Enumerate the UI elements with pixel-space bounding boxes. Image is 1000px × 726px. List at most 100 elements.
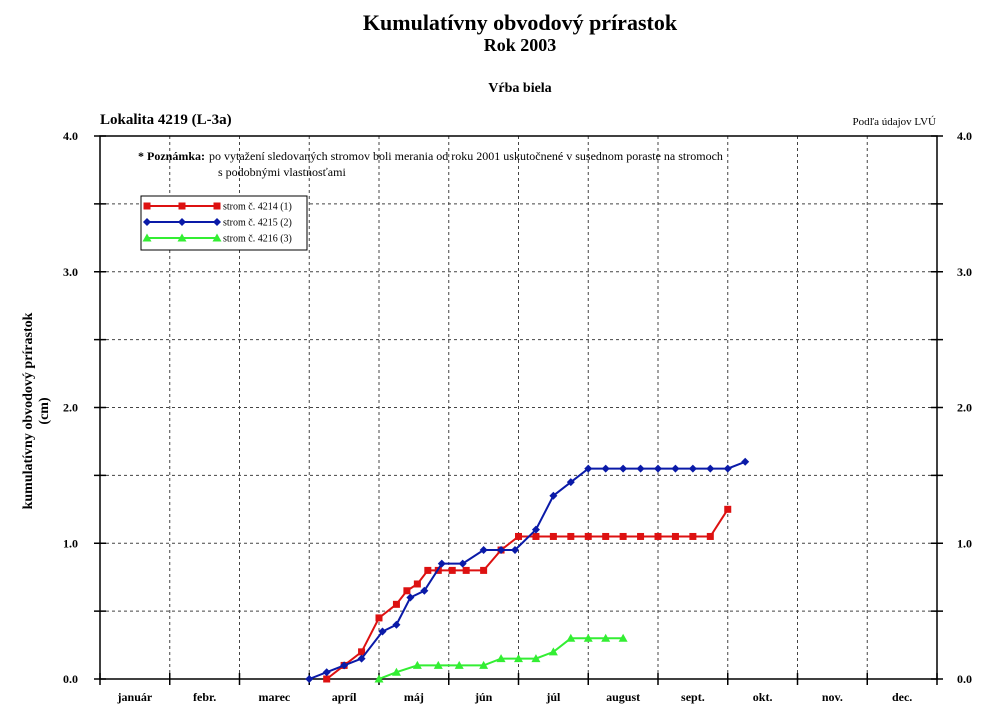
data-point (454, 660, 464, 669)
y-tick-labels-right: 0.0 1.0 2.0 3.0 4.0 (957, 129, 972, 686)
x-tick-label: jún (474, 690, 493, 704)
legend-swatch-marker (143, 218, 151, 226)
data-point (391, 667, 401, 676)
legend-swatch-marker (177, 233, 187, 242)
data-point (420, 586, 429, 595)
data-point (424, 566, 432, 574)
legend-item: strom č. 4214 (1) (143, 202, 292, 213)
data-point (723, 464, 732, 473)
legend-item: strom č. 4216 (3) (142, 233, 292, 245)
y-tick-label-right: 4.0 (957, 129, 972, 143)
data-point (479, 546, 488, 555)
data-point (584, 532, 592, 540)
data-point (619, 532, 627, 540)
data-point (340, 661, 349, 670)
data-point (532, 532, 540, 540)
legend-swatch-marker (213, 218, 221, 226)
data-point (567, 532, 575, 540)
legend-swatch-marker (212, 233, 222, 242)
data-point (671, 532, 679, 540)
data-point (458, 559, 467, 568)
chart-title: Kumulatívny obvodový prírastok (363, 10, 678, 35)
legend-label: strom č. 4215 (2) (223, 218, 292, 229)
x-tick-label: marec (258, 690, 290, 704)
data-point (531, 525, 540, 534)
legend-item: strom č. 4215 (2) (143, 218, 292, 229)
data-point (601, 633, 611, 642)
x-tick-label: nov. (822, 690, 843, 704)
x-tick-label: máj (404, 690, 424, 704)
data-point (706, 464, 715, 473)
y-tick-label-right: 1.0 (957, 536, 972, 550)
data-source-label: Podľa údajov LVÚ (852, 116, 936, 128)
legend-swatch-marker (142, 233, 152, 242)
y-tick-label-right: 0.0 (957, 672, 972, 686)
series-line (378, 637, 624, 680)
data-point (601, 464, 610, 473)
data-point (566, 633, 576, 642)
note-body: po vytažení sledovaných stromov boli mer… (209, 149, 723, 163)
chart-subtitle: Rok 2003 (484, 35, 557, 55)
data-point (480, 566, 488, 574)
data-point (515, 532, 522, 540)
y-tick-label-left: 0.0 (63, 672, 78, 686)
legend-label: strom č. 4214 (1) (223, 202, 292, 213)
y-tick-label-left: 3.0 (63, 265, 78, 279)
data-point (322, 668, 331, 677)
grid-lines (100, 136, 937, 679)
y-tick-label-left: 4.0 (63, 129, 78, 143)
x-tick-label: sept. (681, 690, 705, 704)
data-point (374, 674, 384, 683)
series-2 (305, 457, 750, 683)
data-point (514, 654, 523, 663)
note-text-line2: s podobnými vlastnosťami (218, 165, 346, 179)
x-tick-label: apríl (332, 690, 357, 704)
y-tick-label-right: 2.0 (957, 401, 972, 415)
data-point (583, 633, 593, 642)
data-point (437, 559, 446, 568)
data-point (654, 464, 662, 473)
data-point (531, 654, 541, 663)
data-point (549, 491, 558, 500)
legend-swatch-marker (178, 202, 186, 210)
data-point (406, 593, 415, 602)
data-point (671, 464, 680, 473)
data-point (375, 614, 383, 622)
data-point (479, 660, 489, 669)
data-point (496, 654, 506, 663)
note-text-line1: * Poznámka: po vytažení sledovaných strom… (138, 149, 723, 163)
series-line (326, 508, 729, 680)
y-tick-labels-left: 0.0 1.0 2.0 3.0 4.0 (63, 129, 78, 686)
data-point (413, 580, 421, 588)
y-tick-label-left: 1.0 (63, 536, 78, 550)
data-point (549, 532, 557, 540)
legend-label: strom č. 4216 (3) (223, 234, 292, 245)
y-axis-title: kumulatívny obvodový prírastok (cm) (21, 312, 52, 509)
y-tick-label-right: 3.0 (957, 265, 972, 279)
note-label: * Poznámka: (138, 149, 205, 163)
data-point (497, 546, 506, 555)
data-point (602, 532, 610, 540)
legend: strom č. 4214 (1) strom č. 4215 (2) strom … (140, 195, 308, 251)
data-point (741, 457, 750, 466)
species-label: Vŕba biela (488, 81, 551, 96)
y-tick-label-left: 2.0 (63, 401, 78, 415)
data-point (448, 566, 456, 574)
y-axis-title-line1: kumulatívny obvodový prírastok (21, 312, 36, 509)
data-point (584, 464, 593, 473)
data-point (724, 505, 732, 513)
data-point (412, 660, 422, 669)
data-point (358, 648, 366, 656)
data-point (357, 654, 366, 663)
data-point (566, 478, 575, 487)
legend-swatch-marker (213, 202, 221, 210)
x-tick-label: január (117, 690, 153, 704)
data-point (706, 532, 714, 540)
legend-swatch-marker (143, 202, 151, 210)
x-tick-label: okt. (753, 690, 773, 704)
data-point (689, 532, 697, 540)
y-axis-title-line2: (cm) (37, 397, 52, 425)
data-point (688, 464, 697, 473)
data-point (378, 627, 387, 636)
